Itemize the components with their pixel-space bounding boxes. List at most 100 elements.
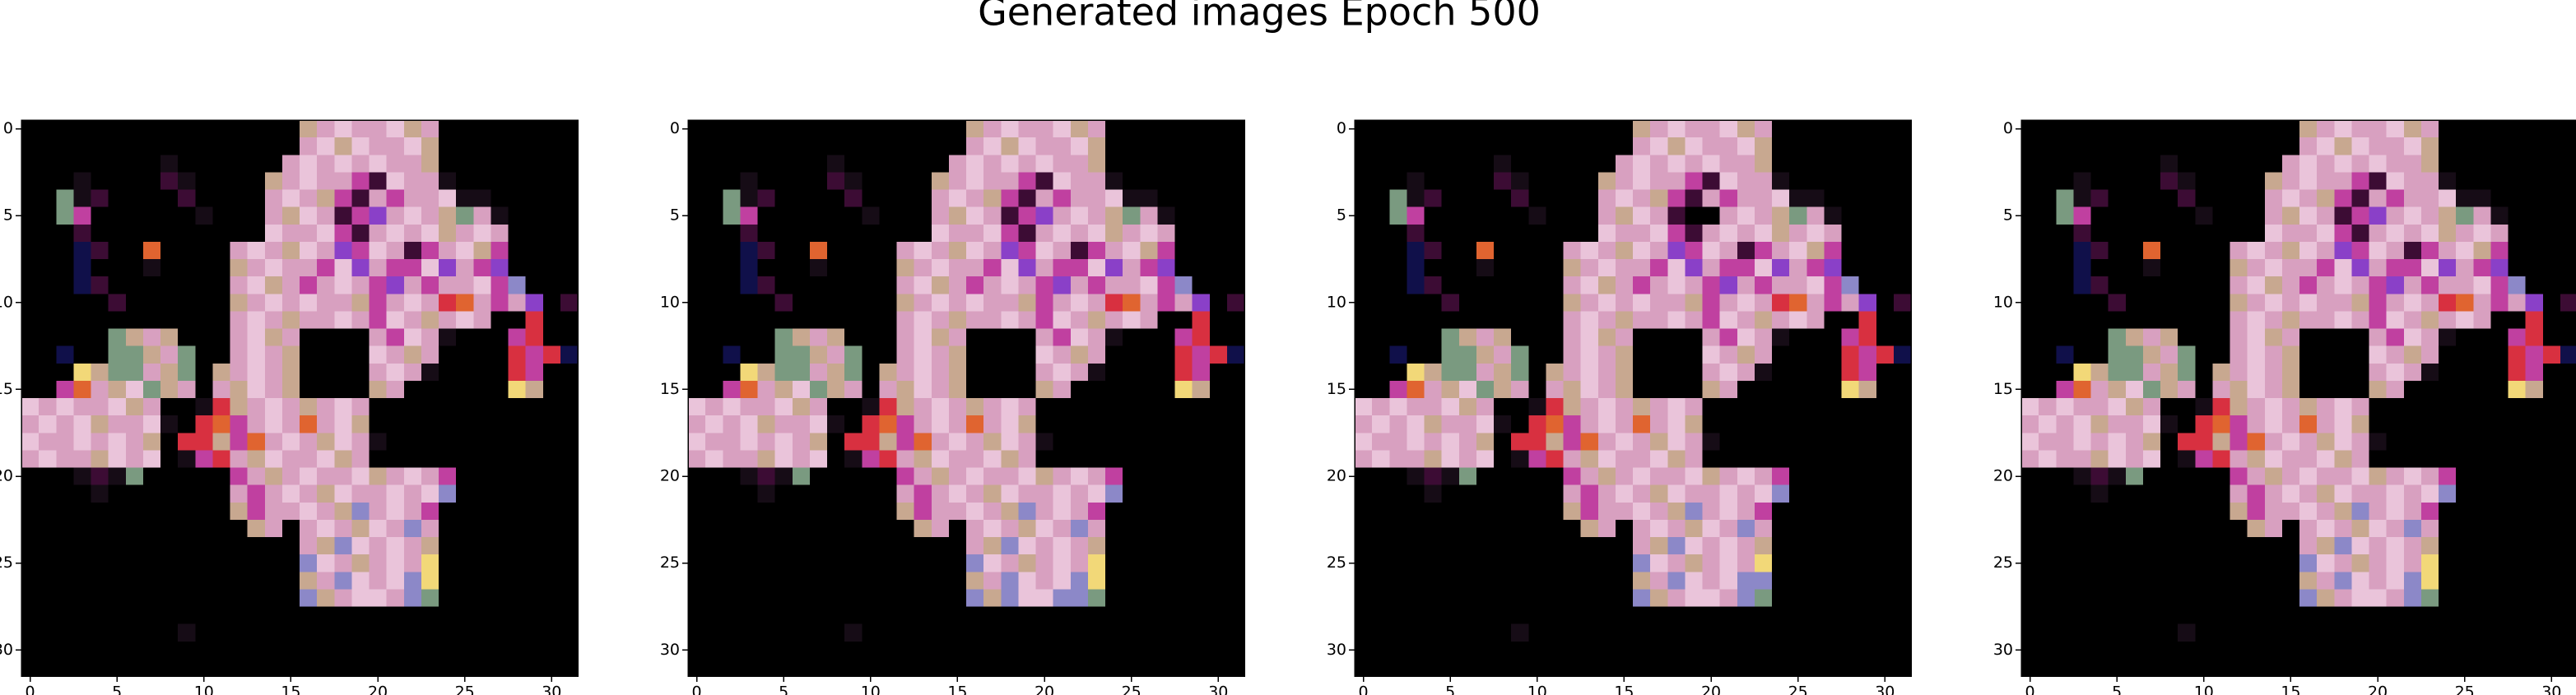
pixel: [2334, 380, 2352, 399]
pixel: [1157, 537, 1175, 555]
pixel: [879, 467, 897, 486]
pixel: [2403, 345, 2422, 364]
pixel: [369, 206, 388, 225]
pixel: [456, 623, 474, 642]
pixel: [966, 294, 984, 312]
pixel: [1789, 433, 1807, 451]
pixel: [525, 623, 544, 642]
pixel: [39, 606, 57, 625]
pixel: [705, 172, 723, 190]
pixel: [386, 311, 405, 329]
pixel: [792, 467, 811, 486]
pixel: [948, 328, 967, 347]
pixel: [1018, 206, 1036, 225]
pixel: [2351, 363, 2369, 382]
pixel: [1737, 259, 1755, 277]
pixel: [2108, 398, 2127, 416]
pixel: [966, 641, 984, 660]
pixel: [966, 120, 984, 138]
pixel: [1806, 241, 1825, 260]
pixel: [688, 484, 706, 503]
pixel: [403, 398, 422, 416]
pixel: [931, 155, 950, 173]
pixel: [1511, 120, 1529, 138]
pixel: [1824, 206, 1842, 225]
pixel: [300, 380, 318, 399]
pixel: [317, 120, 335, 138]
pixel: [2125, 641, 2144, 660]
pixel: [983, 328, 1002, 347]
pixel: [1841, 606, 1860, 625]
pixel: [160, 294, 179, 312]
pixel: [491, 363, 509, 382]
pixel: [966, 433, 984, 451]
pixel: [1105, 658, 1123, 677]
pixel: [1174, 658, 1193, 677]
pixel: [1070, 606, 1089, 625]
pixel: [369, 623, 388, 642]
pixel: [862, 589, 880, 607]
pixel: [2525, 155, 2544, 173]
pixel: [862, 467, 880, 486]
pixel: [56, 537, 74, 555]
pixel: [2525, 484, 2544, 503]
pixel: [1772, 572, 1790, 590]
pixel: [844, 467, 863, 486]
pixel: [439, 276, 457, 294]
pixel: [1754, 276, 1773, 294]
pixel: [491, 415, 509, 433]
pixel: [2142, 311, 2161, 329]
y-tick-label: 30: [0, 641, 13, 659]
pixel: [1209, 450, 1228, 468]
pixel: [705, 328, 723, 347]
pixel: [2230, 589, 2248, 607]
pixel: [108, 120, 127, 138]
pixel: [2456, 606, 2474, 625]
pixel: [403, 572, 422, 590]
pixel: [1597, 189, 1616, 208]
pixel: [160, 658, 179, 677]
pixel: [1458, 398, 1477, 416]
y-tick-label: 0: [1337, 119, 1346, 137]
pixel: [1789, 450, 1807, 468]
pixel: [2299, 224, 2318, 243]
pixel: [1209, 155, 1228, 173]
pixel: [1824, 276, 1842, 294]
pixel: [1355, 224, 1373, 243]
pixel: [125, 398, 144, 416]
pixel: [1563, 311, 1582, 329]
pixel: [2195, 450, 2213, 468]
pixel: [91, 572, 109, 590]
pixel: [525, 155, 544, 173]
pixel: [2108, 641, 2127, 660]
pixel: [560, 311, 579, 329]
pixel: [2403, 484, 2422, 503]
pixel: [439, 311, 457, 329]
pixel: [125, 415, 144, 433]
pixel: [525, 120, 544, 138]
pixel: [774, 398, 793, 416]
pixel: [317, 155, 335, 173]
pixel: [160, 172, 179, 190]
pixel: [1355, 450, 1373, 468]
pixel: [2073, 137, 2091, 155]
pixel: [1226, 380, 1245, 399]
pixel: [1841, 363, 1860, 382]
pixel: [2264, 537, 2283, 555]
pixel: [1737, 380, 1755, 399]
pixel: [1389, 623, 1407, 642]
pixel: [317, 572, 335, 590]
pixel: [1754, 658, 1773, 677]
pixel: [896, 589, 915, 607]
pixel: [1123, 137, 1141, 155]
pixel: [1702, 415, 1721, 433]
pixel: [1719, 276, 1738, 294]
pixel: [1140, 328, 1158, 347]
pixel: [1424, 259, 1443, 277]
pixel: [723, 606, 741, 625]
pixel: [1789, 137, 1807, 155]
pixel: [1018, 415, 1036, 433]
pixel: [1563, 467, 1582, 486]
pixel: [809, 206, 828, 225]
pixel: [1070, 450, 1089, 468]
